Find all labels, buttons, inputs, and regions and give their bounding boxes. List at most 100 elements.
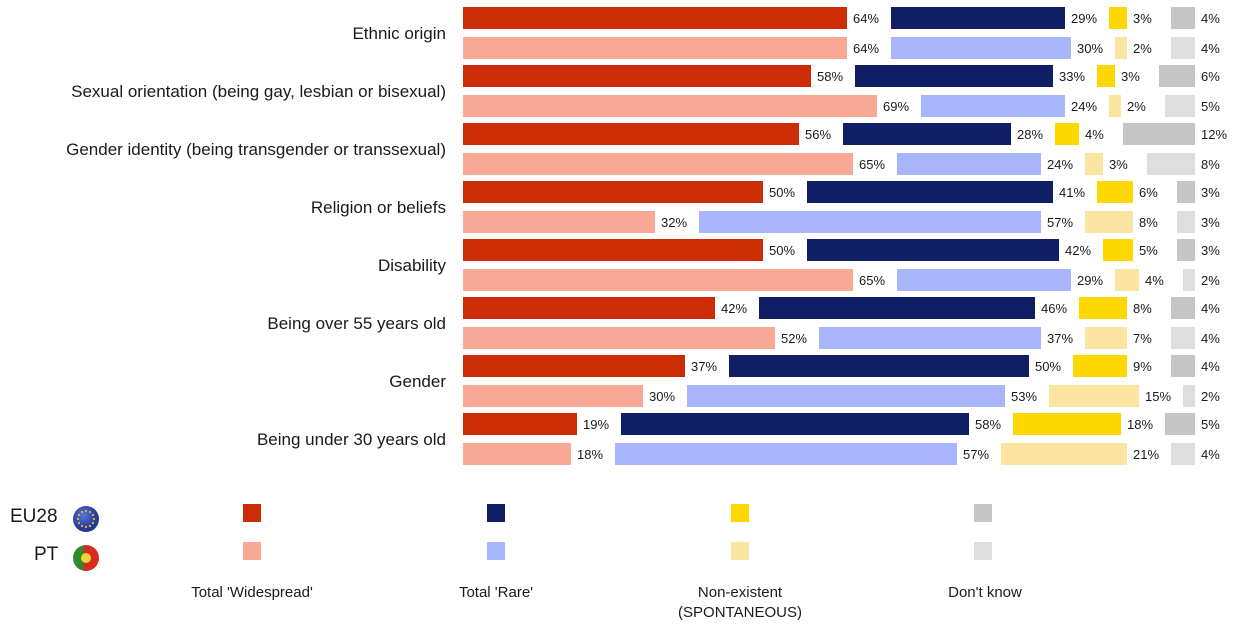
bar-rare-pt: [687, 385, 1005, 407]
value-label: 57%: [963, 447, 989, 462]
bar-rare-pt: [897, 153, 1041, 175]
bar-dontknow-eu28: [1165, 413, 1195, 435]
bar-nonexistent-pt: [1085, 327, 1127, 349]
value-label: 2%: [1201, 273, 1220, 288]
bar-nonexistent-eu28: [1079, 297, 1127, 319]
bar-rare-pt: [921, 95, 1065, 117]
bar-widespread-eu28: [463, 413, 577, 435]
bar-rare-pt: [891, 37, 1071, 59]
legend-swatch-rare-eu28: [487, 504, 505, 522]
value-label: 50%: [769, 185, 795, 200]
legend-label-dontknow: Don't know: [948, 584, 1022, 601]
legend-swatch-nonexistent-pt: [731, 542, 749, 560]
bar-rare-eu28: [621, 413, 969, 435]
bar-widespread-eu28: [463, 355, 685, 377]
value-label: 19%: [583, 417, 609, 432]
value-label: 28%: [1017, 127, 1043, 142]
bar-widespread-eu28: [463, 239, 763, 261]
value-label: 5%: [1139, 243, 1158, 258]
legend-label-nonexistent: Non-existent (SPONTANEOUS): [640, 583, 840, 623]
bar-nonexistent-eu28: [1103, 239, 1133, 261]
value-label: 4%: [1085, 127, 1104, 142]
value-label: 2%: [1133, 41, 1152, 56]
eu-flag-star: [91, 522, 94, 524]
eu-flag-star: [85, 526, 87, 528]
value-label: 33%: [1059, 69, 1085, 84]
bar-rare-eu28: [855, 65, 1053, 87]
bar-widespread-pt: [463, 269, 853, 291]
legend-swatch-nonexistent-eu28: [731, 504, 749, 522]
bar-widespread-pt: [463, 95, 877, 117]
bar-widespread-eu28: [463, 65, 811, 87]
category-label: Gender: [389, 372, 446, 391]
bar-dontknow-pt: [1171, 37, 1195, 59]
value-label: 3%: [1201, 243, 1220, 258]
value-label: 4%: [1201, 41, 1220, 56]
legend-swatch-dontknow-eu28: [974, 504, 992, 522]
value-label: 24%: [1071, 99, 1097, 114]
value-label: 46%: [1041, 301, 1067, 316]
bar-rare-pt: [897, 269, 1071, 291]
bar-rare-pt: [699, 211, 1041, 233]
eu-flag-star: [89, 511, 91, 514]
eu-flag-star: [78, 514, 81, 516]
bar-nonexistent-eu28: [1109, 7, 1127, 29]
value-label: 3%: [1121, 69, 1140, 84]
value-label: 37%: [691, 359, 717, 374]
value-label: 50%: [769, 243, 795, 258]
legend-label-nonexistent-line1: Non-existent: [697, 584, 783, 601]
bar-rare-eu28: [807, 181, 1053, 203]
value-label: 56%: [805, 127, 831, 142]
value-label: 2%: [1201, 389, 1220, 404]
value-label: 9%: [1133, 359, 1152, 374]
bar-widespread-eu28: [463, 297, 715, 319]
bar-widespread-pt: [463, 153, 853, 175]
eu-flag-star: [93, 518, 95, 520]
bar-dontknow-eu28: [1159, 65, 1195, 87]
category-label: Disability: [378, 256, 447, 275]
category-label: Being over 55 years old: [267, 314, 446, 333]
value-label: 53%: [1011, 389, 1037, 404]
value-label: 52%: [781, 331, 807, 346]
bar-nonexistent-eu28: [1055, 123, 1079, 145]
eu-flag-star: [81, 511, 83, 514]
eu-flag-star: [85, 510, 87, 512]
eu-flag-icon: [73, 506, 99, 532]
portugal-flag-icon: [73, 545, 99, 571]
value-label: 5%: [1201, 99, 1220, 114]
bar-dontknow-pt: [1171, 443, 1195, 465]
bar-dontknow-pt: [1171, 327, 1195, 349]
value-label: 8%: [1201, 157, 1220, 172]
bar-rare-eu28: [891, 7, 1065, 29]
category-label: Ethnic origin: [352, 24, 446, 43]
value-label: 5%: [1201, 417, 1220, 432]
bar-nonexistent-eu28: [1097, 181, 1133, 203]
bar-widespread-pt: [463, 211, 655, 233]
legend-label-rare: Total 'Rare': [458, 584, 534, 601]
value-label: 29%: [1077, 273, 1103, 288]
bar-nonexistent-pt: [1001, 443, 1127, 465]
value-label: 4%: [1201, 359, 1220, 374]
eu-flag-star: [78, 522, 81, 524]
value-label: 29%: [1071, 11, 1097, 26]
value-label: 2%: [1127, 99, 1146, 114]
category-label: Gender identity (being transgender or tr…: [66, 140, 446, 159]
eu-flag-star: [77, 518, 79, 520]
value-label: 3%: [1201, 215, 1220, 230]
bar-rare-eu28: [807, 239, 1059, 261]
bar-widespread-pt: [463, 327, 775, 349]
bar-nonexistent-pt: [1115, 269, 1139, 291]
value-label: 37%: [1047, 331, 1073, 346]
legend-group-pt: PT: [34, 544, 59, 565]
value-label: 8%: [1133, 301, 1152, 316]
category-label: Sexual orientation (being gay, lesbian o…: [71, 82, 446, 101]
value-label: 3%: [1109, 157, 1128, 172]
value-label: 4%: [1201, 331, 1220, 346]
value-label: 69%: [883, 99, 909, 114]
value-label: 64%: [853, 11, 879, 26]
eu-flag-star: [89, 524, 91, 527]
bar-dontknow-pt: [1147, 153, 1195, 175]
bar-widespread-pt: [463, 385, 643, 407]
bar-widespread-eu28: [463, 7, 847, 29]
